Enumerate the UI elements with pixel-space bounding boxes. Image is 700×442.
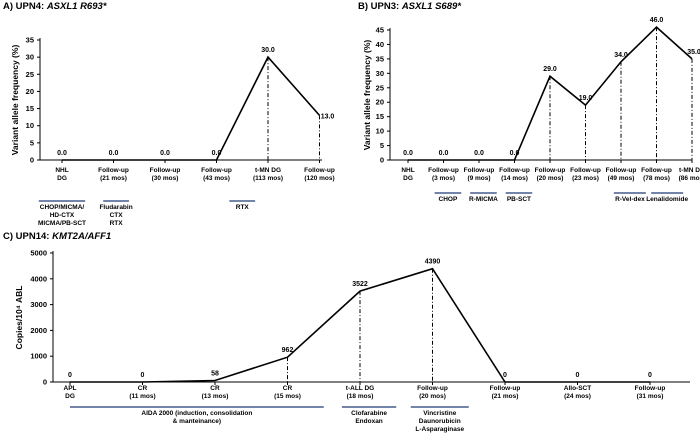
data-label: 58 — [211, 371, 219, 378]
y-tick-label: 45 — [376, 26, 384, 35]
treatment-label: Vincristine Daunorubicin L-Asparaginase — [415, 410, 464, 433]
data-label: 29.0 — [543, 66, 557, 73]
y-tick-label: 5000 — [30, 249, 47, 258]
x-tick-label: Follow-up (30 mos) — [150, 167, 181, 182]
data-label: 0 — [503, 372, 507, 379]
data-label: 30.0 — [261, 47, 275, 54]
data-label: 3522 — [352, 281, 368, 288]
treatment-label: CHOP — [439, 196, 458, 203]
x-tick-label: Follow-up (78 mos) — [641, 167, 672, 182]
y-tick-label: 20 — [376, 98, 384, 107]
y-tick-label: 10 — [376, 127, 384, 136]
x-tick-label: Follow-up (49 mos) — [606, 167, 637, 182]
y-tick-label: 30 — [26, 53, 34, 62]
y-tick-label: 5 — [30, 138, 34, 147]
y-tick-label: 0 — [43, 378, 47, 387]
data-label: 0 — [141, 372, 145, 379]
treatment-label: RTX — [236, 204, 250, 211]
data-label: 4390 — [425, 259, 441, 266]
x-tick-label: Allo-SCT (24 mos) — [564, 385, 591, 400]
data-label: 0.0 — [439, 150, 449, 157]
y-tick-label: 40 — [376, 40, 384, 49]
x-tick-label: Follow-up (14 mos) — [499, 167, 530, 182]
x-tick-label: t-MN DG (113 mos) — [253, 167, 283, 182]
data-label: 0.0 — [212, 150, 222, 157]
data-label: 0.0 — [474, 150, 484, 157]
panel-b-title: B) UPN3: ASXL1 S689* — [358, 1, 462, 12]
x-tick-label: Follow-up (120 mos) — [304, 167, 335, 182]
x-tick-label: CR (13 mos) — [202, 385, 229, 400]
treatment-label: CHOP/MICMA/HD-CTX MICMA/PB-SCT — [38, 204, 86, 227]
y-tick-label: 15 — [26, 104, 34, 113]
panel-b-y-axis-label: Variant allele frequency (%) — [362, 40, 372, 151]
treatment-label: Lenalidomide — [646, 196, 688, 203]
treatment-label: R-MICMA — [469, 196, 498, 203]
x-tick-label: Follow-up (21 mos) — [98, 167, 129, 182]
y-tick-label: 3000 — [30, 300, 47, 309]
data-label: 0.0 — [160, 150, 170, 157]
data-label: 0 — [68, 372, 72, 379]
panel-a: A) UPN4: ASXL1 R693* Variant allele frequ… — [3, 1, 335, 227]
y-tick-label: 25 — [26, 70, 34, 79]
y-tick-label: 0 — [380, 156, 384, 165]
y-tick-label: 25 — [376, 83, 384, 92]
treatment-label: Fludarabin CTX RTX — [99, 204, 132, 227]
data-label: 13.0 — [321, 113, 335, 120]
data-label: 0.0 — [109, 150, 119, 157]
data-label: 34.0 — [614, 52, 628, 59]
x-tick-label: Follow-up (23 mos) — [570, 167, 601, 182]
y-tick-label: 30 — [376, 69, 384, 78]
x-tick-label: Follow-up (20 mos) — [535, 167, 566, 182]
treatment-label: Clofarabine Endoxan — [351, 410, 387, 425]
data-label: 0 — [648, 372, 652, 379]
treatment-label: AIDA 2000 (induction, consolidation & man… — [141, 410, 252, 425]
data-label: 35.0 — [687, 49, 700, 56]
data-label: 0.0 — [403, 150, 413, 157]
x-tick-label: NHL DG — [55, 167, 68, 182]
x-tick-label: Follow-up (20 mos) — [417, 385, 448, 400]
treatment-label: R-Vel-dex — [615, 196, 645, 203]
panel-c-y-axis-label: Copies/10⁴ ABL — [14, 286, 24, 350]
x-tick-label: NHL DG — [401, 167, 414, 182]
x-tick-label: t-ALL DG (18 mos) — [346, 385, 374, 400]
y-tick-label: 15 — [376, 112, 384, 121]
y-tick-label: 35 — [376, 54, 384, 63]
data-label: 962 — [282, 347, 294, 354]
x-tick-label: Follow-up (3 mos) — [428, 167, 459, 182]
panel-b-series-line — [408, 26, 693, 161]
x-tick-label: t-MN DG(86 mos) — [679, 167, 700, 182]
y-tick-label: 4000 — [30, 274, 47, 283]
y-tick-label: 10 — [26, 121, 34, 130]
panel-a-title: A) UPN4: ASXL1 R693* — [3, 1, 108, 12]
x-tick-label: CR (11 mos) — [129, 385, 155, 400]
data-label: 19.0 — [579, 95, 593, 102]
y-tick-label: 1000 — [30, 352, 47, 361]
panel-c: C) UPN14: KMT2A/AFF1 Copies/10⁴ ABL 0 1000 2… — [3, 231, 690, 433]
treatment-label: PB-SCT — [507, 196, 531, 203]
panel-a-series-line — [62, 55, 321, 161]
panel-c-title: C) UPN14: KMT2A/AFF1 — [3, 231, 111, 242]
x-tick-label: Follow-up (21 mos) — [490, 385, 521, 400]
y-tick-label: 20 — [26, 87, 34, 96]
data-label: 46.0 — [650, 17, 664, 24]
panel-b: B) UPN3: ASXL1 S689* Variant allele frequ… — [358, 1, 700, 203]
y-tick-label: 2000 — [30, 326, 47, 335]
y-tick-label: 35 — [26, 36, 34, 45]
x-tick-label: APL DG — [64, 385, 77, 400]
x-tick-label: Follow-up (31 mos) — [635, 385, 666, 400]
x-tick-label: Follow-up (9 mos) — [464, 167, 495, 182]
data-label: 0 — [576, 372, 580, 379]
x-tick-label: CR (15 mos) — [274, 385, 301, 400]
data-label: 0.0 — [57, 150, 67, 157]
panel-c-series-line — [70, 267, 650, 383]
x-tick-label: Follow-up (43 mos) — [201, 167, 232, 182]
data-label: 0.0 — [510, 150, 520, 157]
y-tick-label: 5 — [380, 141, 384, 150]
panel-a-y-axis-label: Variant allele frequency (%) — [10, 45, 20, 156]
y-tick-label: 0 — [30, 156, 34, 165]
